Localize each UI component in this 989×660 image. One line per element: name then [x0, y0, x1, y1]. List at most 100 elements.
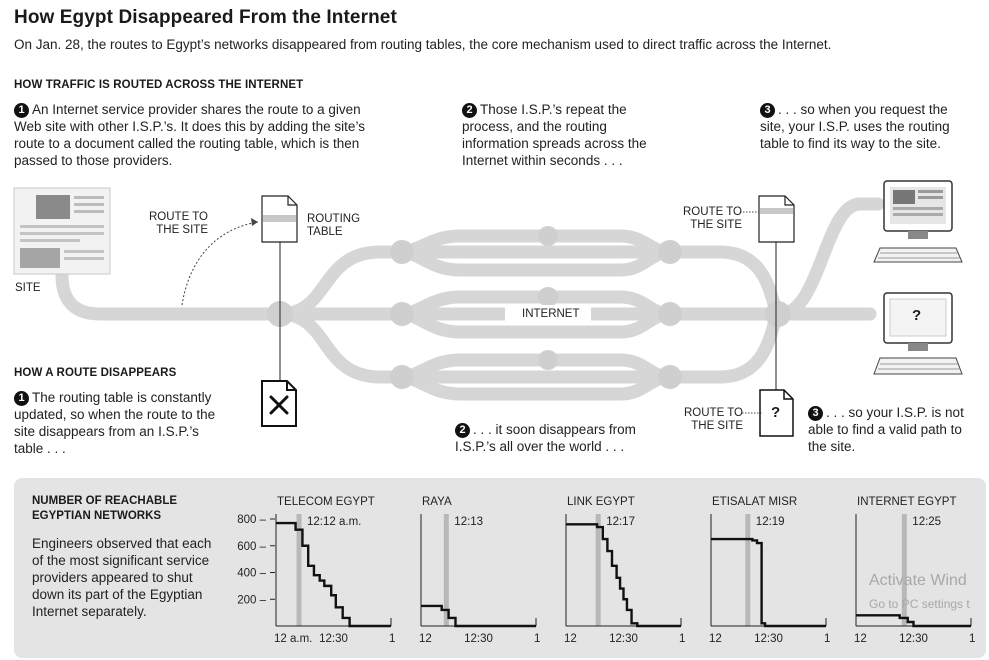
main-backbone [55, 268, 877, 321]
isp-charts: TELECOM EGYPT 12:12 a.m. 800 – 600 – 400 – 20… [237, 496, 975, 645]
shutdown-time-label: 12:13 [454, 516, 483, 528]
shutdown-time-label: 12:25 [912, 516, 941, 528]
router-node [538, 287, 558, 307]
panel-description: Engineers observed that each of the most… [32, 536, 212, 619]
router-node [390, 365, 414, 389]
network-diagram [13, 180, 963, 437]
series-line [856, 614, 971, 628]
lower-loop-bottom [393, 370, 677, 401]
website-page-icon [13, 187, 111, 275]
route-arrow [181, 221, 259, 306]
chart-title: INTERNET EGYPT [857, 496, 956, 508]
chart-title: TELECOM EGYPT [277, 496, 375, 508]
internet-label: INTERNET [522, 308, 580, 320]
upper-path [273, 245, 787, 321]
panel-title: NUMBER OF REACHABLE EGYPTIAN NETWORKS [32, 495, 178, 522]
isp-node-right [765, 301, 791, 327]
routing-step-1-text: An Internet service provider shares the … [14, 102, 365, 168]
routing-step-2: 2 Those I.S.P.’s repeat the process, and … [462, 101, 672, 169]
routing-step-1: 1 An Internet service provider shares the… [14, 101, 374, 169]
routing-table-label: ROUTING TABLE [307, 213, 361, 238]
step-number-badge: 3 [808, 406, 823, 421]
x-tick-label: 1 [534, 633, 540, 645]
question-mark-screen: ? [912, 307, 922, 324]
shutdown-time-label: 12:19 [756, 516, 785, 528]
series-line [711, 537, 826, 628]
x-tick-label: 12 a.m. [274, 633, 312, 645]
x-tick-label: 12:30 [609, 633, 638, 645]
disappear-step-2-text: . . . it soon disappears from I.S.P.’s a… [455, 422, 636, 454]
network-paths [55, 197, 885, 401]
disappear-step-1: 1 The routing table is constantly updated… [14, 389, 224, 457]
route-to-site-label-bottom: ROUTE TO THE SITE [684, 407, 743, 432]
step-number-badge: 1 [14, 103, 29, 118]
missing-route-doc [759, 389, 794, 437]
y-tick-label: 600 – [237, 541, 266, 553]
route-to-site-label: ROUTE TO THE SITE [149, 211, 208, 236]
step-number-badge: 1 [14, 391, 29, 406]
reachable-networks-panel [14, 478, 986, 658]
shutdown-marker [443, 514, 449, 626]
computer-question-icon [873, 292, 963, 375]
routing-heading: HOW TRAFFIC IS ROUTED ACROSS THE INTERNE… [14, 79, 304, 91]
routing-step-2-text: Those I.S.P.’s repeat the process, and t… [462, 102, 647, 168]
shutdown-time-label: 12:17 [606, 516, 635, 528]
router-node [658, 240, 682, 264]
step-number-badge: 3 [760, 103, 775, 118]
middle-loop-top [393, 290, 677, 321]
series-line [566, 523, 681, 628]
step-number-badge: 2 [462, 103, 477, 118]
x-icon [269, 395, 289, 415]
router-node [658, 302, 682, 326]
activation-watermark-title: Activate Wind [869, 572, 967, 589]
x-tick-label: 12:30 [464, 633, 493, 645]
activation-watermark-subtitle: Go to PC settings t [869, 597, 970, 611]
middle-loop-bottom [393, 307, 677, 339]
router-node [390, 240, 414, 264]
x-tick-label: 1 [389, 633, 395, 645]
x-tick-label: 12 [854, 633, 867, 645]
x-tick-label: 12 [564, 633, 577, 645]
router-node [538, 350, 558, 370]
x-tick-label: 12:30 [319, 633, 348, 645]
x-tick-label: 12 [709, 633, 722, 645]
upper-loop-top [393, 229, 677, 259]
x-tick-label: 12:30 [754, 633, 783, 645]
chart-title: ETISALAT MISR [712, 496, 797, 508]
routing-table-doc [261, 195, 298, 243]
shutdown-time-label: 12:12 a.m. [307, 516, 361, 528]
x-tick-label: 1 [969, 633, 975, 645]
routing-step-3-text: . . . so when you request the site, your… [760, 102, 950, 151]
y-tick-label: 800 – [237, 514, 266, 526]
branch-to-computer-top [773, 197, 885, 321]
shutdown-marker [595, 514, 601, 626]
disappear-step-3-text: . . . so your I.S.P. is not able to find… [808, 405, 964, 454]
question-mark-doc: ? [771, 404, 781, 421]
x-tick-label: 12:30 [899, 633, 928, 645]
lower-loop-top [393, 353, 677, 384]
shutdown-marker [296, 514, 302, 626]
step-number-badge: 2 [455, 423, 470, 438]
chart-title: LINK EGYPT [567, 496, 635, 508]
disappear-step-1-text: The routing table is constantly updated,… [14, 390, 216, 456]
removed-route-doc [261, 380, 297, 427]
internet-label-bg [505, 305, 591, 323]
page-subtitle: On Jan. 28, the routes to Egypt’s networ… [14, 37, 832, 52]
computer-icon [873, 180, 963, 263]
router-node [538, 226, 558, 246]
site-label: SITE [15, 282, 41, 294]
disappear-step-2: 2. . . it soon disappears from I.S.P.’s … [455, 421, 660, 455]
disappear-step-3: 3. . . so your I.S.P. is not able to fin… [808, 404, 968, 455]
x-tick-label: 1 [679, 633, 685, 645]
lower-path [273, 307, 787, 384]
router-node [390, 302, 414, 326]
series-line [276, 521, 391, 628]
upper-loop-bottom [393, 245, 677, 277]
route-to-site-label-right: ROUTE TO THE SITE [683, 206, 742, 231]
shutdown-marker [901, 514, 907, 626]
y-tick-label: 400 – [237, 568, 266, 580]
y-tick-label: 200 – [237, 594, 266, 606]
routing-step-3: 3. . . so when you request the site, you… [760, 101, 975, 152]
router-node [658, 365, 682, 389]
disappear-heading: HOW A ROUTE DISAPPEARS [14, 367, 177, 379]
